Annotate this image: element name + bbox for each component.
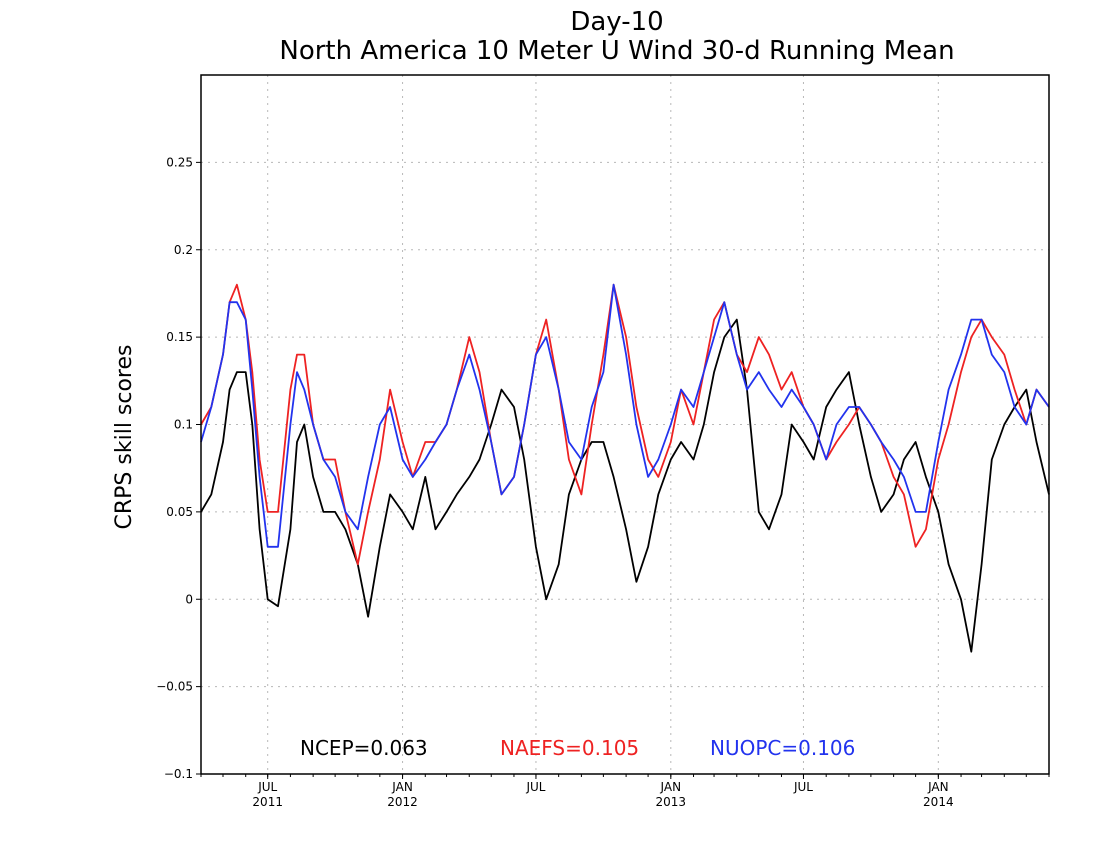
x-tick-year-label: 2013 — [656, 795, 687, 809]
y-tick-label: 0.05 — [166, 505, 193, 519]
x-tick-year-label: 2014 — [923, 795, 954, 809]
legend-ncep: NCEP=0.063 — [300, 736, 428, 760]
x-tick-label: JUL — [793, 780, 813, 794]
chart-subtitle: North America 10 Meter U Wind 30-d Runni… — [279, 36, 954, 66]
y-tick-label: 0.2 — [174, 243, 193, 257]
y-axis-label: CRPS skill scores — [112, 345, 137, 530]
legend-nuopc: NUOPC=0.106 — [710, 736, 855, 760]
y-tick-label: 0 — [185, 592, 193, 606]
plot-frame — [200, 74, 1050, 775]
y-tick-label: 0.15 — [166, 330, 193, 344]
y-tick-label: −0.05 — [156, 680, 193, 694]
x-tick-label: JAN — [660, 780, 682, 794]
axes: −0.1−0.0500.050.10.150.20.25JUL2011JAN20… — [156, 155, 1050, 809]
y-tick-label: −0.1 — [164, 767, 193, 781]
x-tick-label: JUL — [257, 780, 277, 794]
x-tick-label: JAN — [927, 780, 949, 794]
legend-naefs: NAEFS=0.105 — [500, 736, 639, 760]
series-line-nuopc — [200, 283, 1050, 548]
grid-lines — [201, 75, 1049, 774]
y-tick-label: 0.1 — [174, 418, 193, 432]
chart-title: Day-10 — [570, 7, 663, 37]
legend: NCEP=0.063 NAEFS=0.105 NUOPC=0.106 — [300, 736, 855, 760]
x-tick-year-label: 2012 — [387, 795, 418, 809]
series-lines — [200, 283, 1050, 653]
x-tick-label: JAN — [391, 780, 413, 794]
x-tick-year-label: 2011 — [252, 795, 283, 809]
series-line-ncep — [200, 318, 1050, 653]
x-tick-label: JUL — [525, 780, 545, 794]
y-tick-label: 0.25 — [166, 155, 193, 169]
